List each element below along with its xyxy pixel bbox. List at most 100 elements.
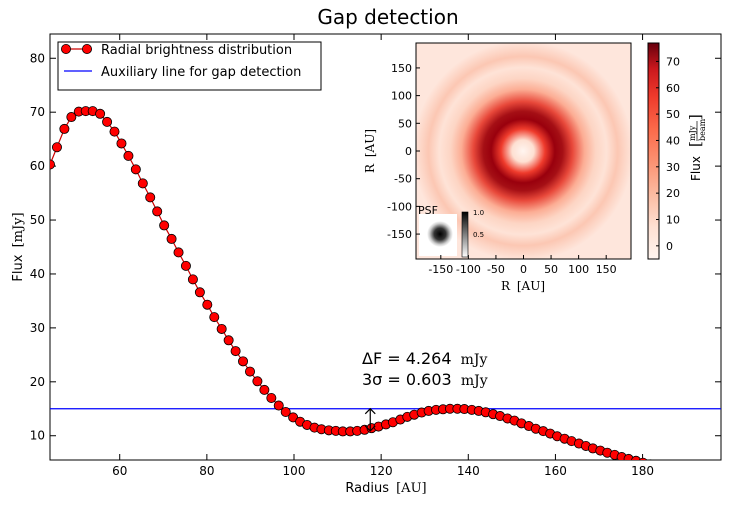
- gap-depth-arrow: [364, 407, 376, 432]
- colorbar-bracket-close: ]: [686, 114, 704, 120]
- data-point: [266, 392, 277, 403]
- y-tick-label: 70: [30, 105, 45, 119]
- data-point: [638, 457, 648, 460]
- x-axis-label: Radius [AU]: [345, 481, 426, 496]
- colorbar-unit-den: beam: [698, 118, 707, 141]
- legend-label-auxiliary: Auxiliary line for gap detection: [101, 65, 301, 80]
- inset-x-label: R [AU]: [501, 279, 545, 293]
- legend-item-auxiliary: Auxiliary line for gap detection: [64, 65, 301, 80]
- colorbar-unit-num: mJy: [688, 125, 697, 141]
- colorbar-tick-label: 50: [666, 108, 680, 121]
- delta-f-unit: mJy: [461, 352, 488, 368]
- psf-blob: [427, 221, 453, 247]
- psf-colorbar-tick-high: 1.0: [473, 209, 484, 217]
- inset-colorbar-label: Flux [ mJy beam ]: [686, 114, 707, 181]
- colorbar-tick-label: 10: [666, 213, 680, 226]
- x-tick-label: 160: [544, 464, 567, 478]
- data-point: [653, 461, 662, 470]
- data-point: [109, 126, 120, 137]
- psf-colorbar-tick-mid: 0.5: [473, 231, 484, 239]
- inset-colorbar-ticks: 0 10 20 30 40 50 60 70: [656, 55, 680, 253]
- psf-label: PSF: [418, 204, 438, 217]
- data-point: [252, 376, 263, 387]
- gap-arrow-head-top: [364, 407, 376, 415]
- three-sigma-annotation: 3σ = 0.603 mJy: [362, 370, 488, 389]
- data-point: [173, 247, 184, 258]
- inset-y-ticks: -150 -100 -50 0 50 100 150: [387, 62, 420, 241]
- y-tick-label: 20: [30, 375, 45, 389]
- radial-brightness-points: [50, 106, 669, 472]
- delta-f-annotation: ΔF = 4.264 mJy: [362, 349, 488, 368]
- delta-f-label: ΔF =: [362, 349, 406, 368]
- chart-title: Gap detection: [317, 5, 458, 29]
- legend-marker-left: [61, 44, 72, 55]
- y-tick-label: 40: [30, 267, 45, 281]
- inset-x-label-unit: [AU]: [517, 279, 545, 293]
- three-sigma-label: 3σ =: [362, 370, 406, 389]
- y-tick-label: 60: [30, 159, 45, 173]
- colorbar-label-text: Flux: [689, 156, 703, 181]
- data-point: [116, 138, 127, 149]
- inset-y-label: R [AU]: [363, 129, 377, 173]
- data-point: [51, 142, 62, 153]
- data-point: [216, 323, 227, 334]
- inset-x-tick-label: 50: [544, 263, 558, 276]
- legend-item-radial: Radial brightness distribution: [61, 43, 292, 58]
- inset-x-tick-label: 100: [568, 263, 589, 276]
- colorbar-tick-label: 0: [666, 240, 673, 253]
- inset-y-label-unit: [AU]: [363, 129, 377, 157]
- data-point: [145, 192, 156, 203]
- x-tick-label: 180: [631, 464, 654, 478]
- data-point: [660, 463, 669, 472]
- colorbar-tick-label: 30: [666, 161, 680, 174]
- colorbar-tick-label: 40: [666, 134, 680, 147]
- data-point: [102, 116, 113, 127]
- inset-colorbar: [647, 42, 660, 260]
- data-point: [647, 459, 653, 460]
- data-point: [244, 366, 255, 377]
- colorbar-tick-label: 70: [666, 55, 680, 68]
- x-axis-label-text: Radius: [345, 481, 389, 496]
- data-point: [273, 400, 284, 411]
- data-point: [123, 150, 134, 161]
- x-axis-ticks: 60 80 100 120 140 160 180: [112, 34, 654, 478]
- inset-y-tick-label: 100: [391, 90, 412, 103]
- inset-x-label-text: R: [501, 279, 511, 293]
- data-point: [202, 299, 213, 310]
- inset-y-tick-label: 0: [405, 145, 412, 158]
- data-point: [59, 123, 70, 134]
- three-sigma-unit: mJy: [461, 373, 488, 389]
- data-point: [50, 159, 55, 170]
- data-point: [187, 274, 198, 285]
- data-point: [152, 206, 163, 217]
- delta-f-value: 4.264: [406, 349, 452, 368]
- inset-y-tick-label: -100: [387, 200, 412, 213]
- data-point: [166, 233, 177, 244]
- inset-y-tick-label: -150: [387, 228, 412, 241]
- data-point: [130, 164, 141, 175]
- y-axis-label-text: Flux: [11, 254, 26, 281]
- inset-y-tick-label: -50: [394, 173, 412, 186]
- data-point: [66, 112, 77, 123]
- data-point: [259, 384, 270, 395]
- x-tick-label: 80: [199, 464, 214, 478]
- inset-x-tick-label: -150: [428, 263, 453, 276]
- inset-y-label-text: R: [363, 163, 377, 173]
- inset-x-tick-label: 150: [596, 263, 617, 276]
- data-point: [194, 287, 205, 298]
- x-axis-label-unit: [AU]: [396, 481, 427, 496]
- data-point: [159, 220, 170, 231]
- colorbar-tick-label: 20: [666, 187, 680, 200]
- inset-x-ticks: -150 -100 -50 0 50 100 150: [428, 255, 617, 276]
- data-point: [631, 455, 641, 460]
- x-tick-label: 100: [283, 464, 306, 478]
- psf-inset: PSF 1.0 0.5: [418, 204, 484, 258]
- inset-x-tick-label: -50: [487, 263, 505, 276]
- inset-x-tick-label: -100: [456, 263, 481, 276]
- legend-marker-right: [82, 44, 93, 55]
- legend: Radial brightness distribution Auxiliary…: [57, 41, 322, 91]
- y-tick-label: 10: [30, 429, 45, 443]
- data-point: [223, 335, 234, 346]
- colorbar-tick-label: 60: [666, 82, 680, 95]
